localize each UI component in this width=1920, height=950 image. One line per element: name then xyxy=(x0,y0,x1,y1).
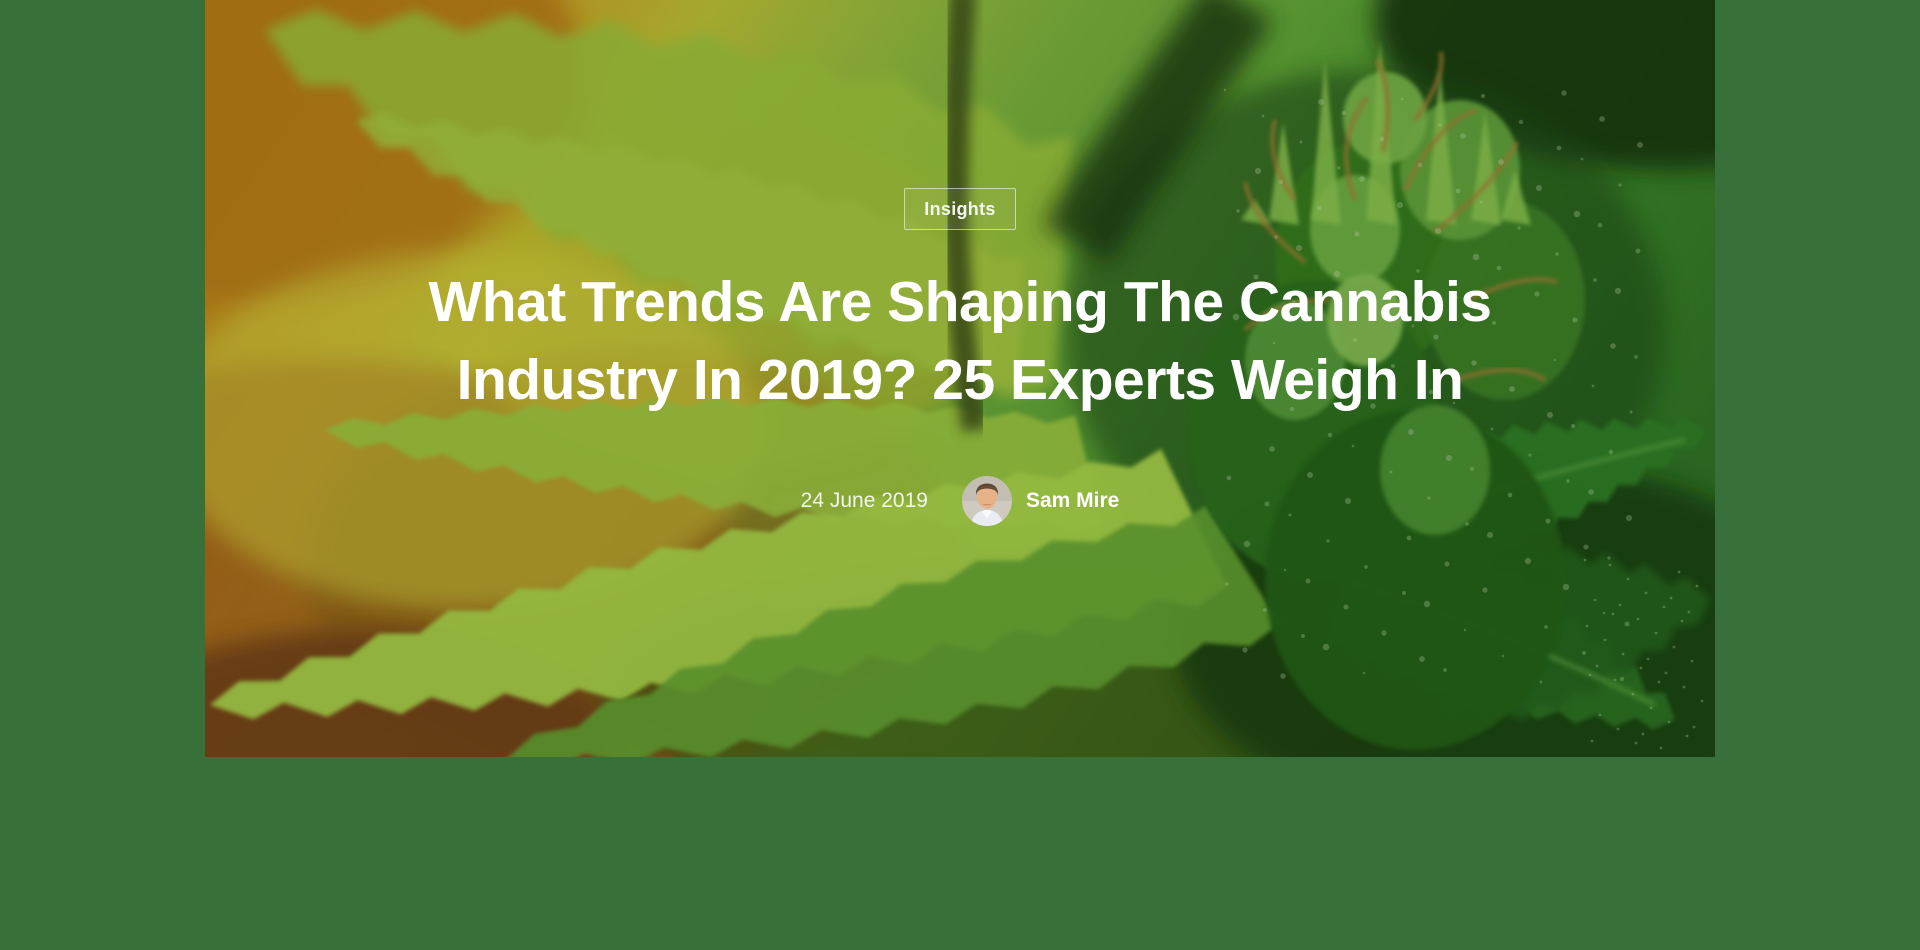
author-name[interactable]: Sam Mire xyxy=(1025,489,1120,512)
cannabis-hero-photo xyxy=(205,0,1715,757)
hero-banner: Insights What Trends Are Shaping The Can… xyxy=(205,0,1715,757)
author-photo-icon xyxy=(961,476,1012,526)
article-meta: 24 June 2019 Sam Mire xyxy=(800,476,1120,526)
article-title: What Trends Are Shaping The Cannabis Ind… xyxy=(428,270,1492,412)
hero-content: Insights What Trends Are Shaping The Can… xyxy=(205,0,1715,757)
publish-date: 24 June 2019 xyxy=(800,489,928,512)
category-badge[interactable]: Insights xyxy=(904,188,1016,230)
author-avatar[interactable] xyxy=(961,476,1012,526)
